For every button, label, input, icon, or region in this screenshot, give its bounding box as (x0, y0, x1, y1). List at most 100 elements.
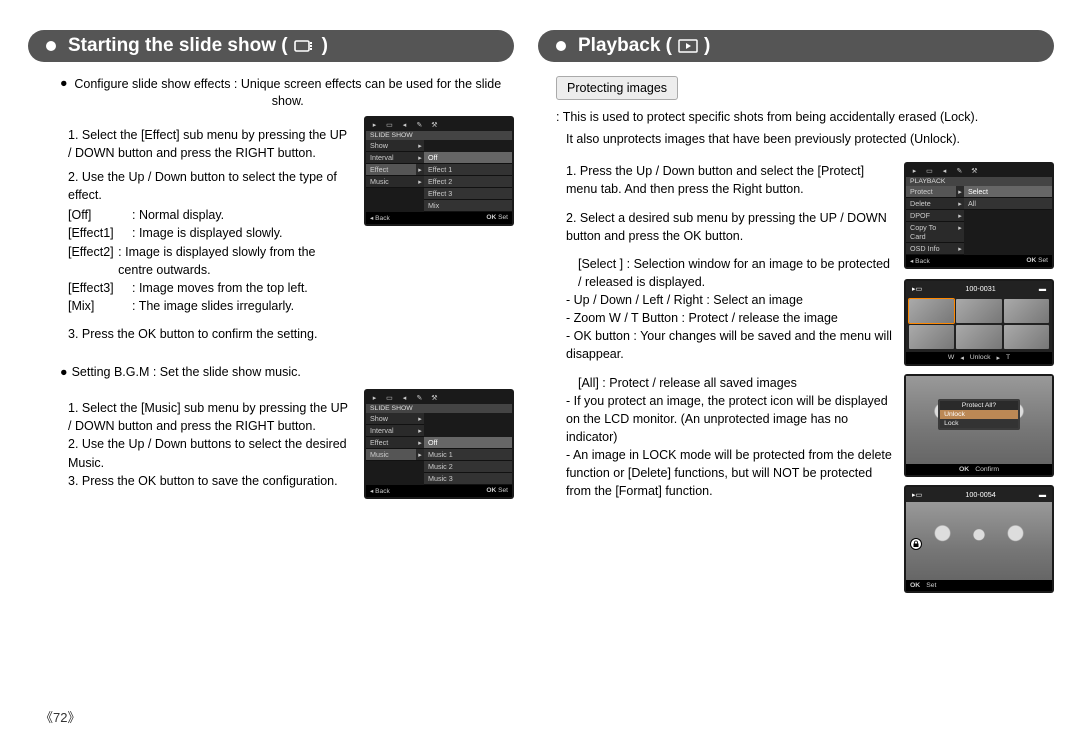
screen2-left-effect: Effect (366, 437, 416, 449)
thumb-3 (1004, 299, 1049, 323)
thumb-4 (909, 325, 954, 349)
header-dot-right (556, 41, 566, 51)
screen2-right-m2: Music 2 (424, 461, 512, 473)
thumb-w: W (948, 354, 954, 362)
thumb-1 (909, 299, 954, 323)
page-number: 《72》 (40, 707, 80, 726)
playback-header: PLAYBACK (906, 177, 1052, 186)
effect-label-1: [Effect1] (68, 224, 132, 242)
left-step2: 2. Use the Up / Down button to select th… (68, 168, 348, 204)
tool-icon: ✎ (415, 120, 424, 129)
screen2-left-show: Show (366, 413, 416, 425)
dlg-confirm: Confirm (975, 466, 999, 473)
left-header-title: Starting the slide show ( ) (68, 35, 328, 57)
bgm-heading: ●Setting B.G.M : Set the slide show musi… (60, 365, 514, 379)
pm-back: Back (915, 258, 930, 265)
left-step3: 3. Press the OK button to confirm the se… (68, 325, 348, 343)
effect-label-mix: [Mix] (68, 297, 132, 315)
bullet-dot: ● (60, 76, 68, 90)
dlg-lock: Lock (940, 419, 1018, 428)
effects-list: [Off]: Normal display. [Effect1]: Image … (68, 206, 348, 315)
protecting-box: Protecting images (556, 76, 678, 100)
screen1-right-off: Off (424, 152, 512, 164)
card-icon: ▬ (1039, 284, 1046, 293)
slideshow-effect-screen: ▸ ▭ ◂ ✎ ⚒ SLIDE SHOW Show▸. Interval▸Off… (364, 116, 514, 226)
right-title-suffix: ) (704, 35, 710, 57)
screen2-left-music: Music (366, 449, 416, 461)
screen2-header: SLIDE SHOW (366, 404, 512, 413)
pm-set: Set (1038, 257, 1048, 264)
left-header-pill: Starting the slide show ( ) (28, 30, 514, 62)
thumb-play-icon: ▸▭ (912, 284, 922, 293)
slideshow-music-screen: ▸▭◂✎⚒ SLIDE SHOW Show▸. Interval▸. Effec… (364, 389, 514, 499)
all-sub2: - An image in LOCK mode will be protecte… (566, 446, 896, 500)
playback-icon (678, 39, 698, 53)
bgm-step3: 3. Press the OK button to save the confi… (68, 472, 348, 490)
screen2-right-m3: Music 3 (424, 473, 512, 485)
setup-icon: ⚒ (430, 120, 439, 129)
effect-desc-1: : Image is displayed slowly. (132, 224, 283, 242)
play-icon: ▸ (370, 120, 379, 129)
protect-intro1: : This is used to protect specific shots… (556, 108, 1054, 126)
right-step2: 2. Select a desired sub menu by pressing… (566, 209, 896, 245)
right-screens-column: ▸▭◂✎⚒ PLAYBACK Protect▸Select Delete▸All… (904, 162, 1054, 601)
thumb-2 (956, 299, 1001, 323)
pm-dpof: DPOF (906, 210, 956, 222)
lock-icon (910, 538, 922, 550)
bullet-configure-effects: ● Configure slide show effects : Unique … (60, 76, 504, 110)
left-title-suffix: ) (322, 35, 328, 57)
pm-delete: Delete (906, 198, 956, 210)
screen1-right-mix: Mix (424, 200, 512, 212)
protect-intro2: It also unprotects images that have been… (566, 130, 1054, 148)
effect-desc-mix: : The image slides irregularly. (132, 297, 294, 315)
screen1-right-e2: Effect 2 (424, 176, 512, 188)
protect-all-screen: Protect All? Unlock Lock OK Confirm (904, 374, 1054, 477)
select-line: [Select ] : Selection window for an imag… (578, 255, 896, 291)
thumb-unlock: Unlock (970, 354, 991, 362)
protect-all-dialog: Protect All? Unlock Lock (938, 399, 1020, 430)
slideshow-small-icon: ▭ (385, 120, 394, 129)
all-line: [All] : Protect / release all saved imag… (578, 374, 896, 392)
screen1-left-show: Show (366, 140, 416, 152)
right-header-pill: Playback ( ) (538, 30, 1054, 62)
left-title-prefix: Starting the slide show ( (68, 35, 288, 57)
select-sub3: - OK button : Your changes will be saved… (566, 327, 896, 363)
screen1-left-effect: Effect (366, 164, 416, 176)
screen2-right-off: Off (424, 437, 512, 449)
left-step1: 1. Select the [Effect] sub menu by press… (68, 126, 348, 162)
bgm-step2: 2. Use the Up / Down buttons to select t… (68, 435, 348, 471)
screen1-header: SLIDE SHOW (366, 131, 512, 140)
dlg-unlock: Unlock (940, 410, 1018, 419)
right-step1: 1. Press the Up / Down button and select… (566, 162, 896, 198)
screen1-left-interval: Interval (366, 152, 416, 164)
right-column: Playback ( ) Protecting images : This is… (538, 30, 1054, 601)
select-sub1: - Up / Down / Left / Right : Select an i… (566, 291, 896, 309)
mic-icon: ◂ (400, 120, 409, 129)
header-dot (46, 41, 56, 51)
screen2-right-m1: Music 1 (424, 449, 512, 461)
locked-image-screen: ▸▭ 100-0054 ▬ OK Set (904, 485, 1054, 593)
thumb-5 (956, 325, 1001, 349)
screen2-back: Back (375, 488, 390, 495)
thumbnail-screen: ▸▭ 100-0031 ▬ W ◂ (904, 279, 1054, 366)
pm-select: Select (964, 186, 1052, 198)
select-sub2: - Zoom W / T Button : Protect / release … (566, 309, 896, 327)
effect-desc-off: : Normal display. (132, 206, 224, 224)
right-header-title: Playback ( ) (578, 35, 710, 57)
effect-label-off: [Off] (68, 206, 132, 224)
screen1-right-e3: Effect 3 (424, 188, 512, 200)
pm-osd: OSD Info (906, 243, 956, 255)
pm-copy: Copy To Card (906, 222, 956, 243)
right-title-prefix: Playback ( (578, 35, 672, 57)
locked-counter: 100-0054 (965, 490, 995, 499)
thumb-6 (1004, 325, 1049, 349)
playback-menu-screen: ▸▭◂✎⚒ PLAYBACK Protect▸Select Delete▸All… (904, 162, 1054, 269)
effect-label-3: [Effect3] (68, 279, 132, 297)
screen1-left-music: Music (366, 176, 416, 188)
locked-set: Set (926, 582, 936, 589)
thumb-counter: 100-0031 (965, 284, 995, 293)
pm-protect: Protect (906, 186, 956, 198)
slideshow-icon (294, 38, 316, 54)
bullet-configure-effects-text: Configure slide show effects : Unique sc… (72, 76, 504, 110)
screen1-back: ◂ Back (370, 214, 390, 222)
